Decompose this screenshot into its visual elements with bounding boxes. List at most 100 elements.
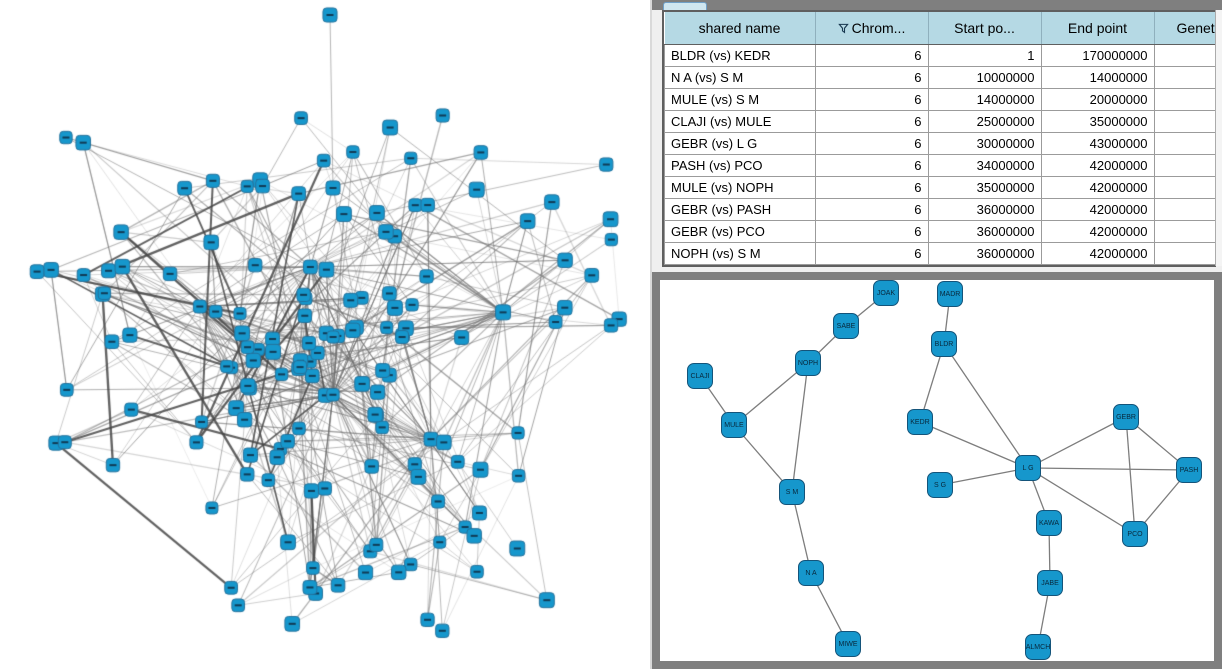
table-row[interactable]: MULE (vs) S M614000000200000007.5 [664, 88, 1222, 111]
network-node-PCO[interactable]: PCO [1122, 521, 1148, 547]
edge-table-frame: shared name Chrom... Start po... End point G… [662, 10, 1222, 267]
network-node-label: L G [1022, 464, 1034, 472]
network-node-label: KEDR [910, 418, 930, 426]
table-cell: GEBR (vs) L G [664, 132, 816, 155]
filter-funnel-icon[interactable] [837, 23, 849, 34]
network-node-SG[interactable]: S G [927, 472, 953, 498]
table-row[interactable]: N A (vs) S M610000000140000006.6 [664, 66, 1222, 89]
table-cell: GEBR (vs) PASH [664, 198, 816, 221]
network-node-label: JOAK [876, 289, 896, 297]
table-row[interactable]: GEBR (vs) PASH636000000420000008.9 [664, 198, 1222, 221]
network-node-label: PCO [1127, 530, 1143, 538]
network-node-label: GEBR [1116, 413, 1136, 421]
table-row[interactable]: PASH (vs) PCO6340000004200000011.4 [664, 154, 1222, 177]
table-cell: PASH (vs) PCO [664, 154, 816, 177]
network-node-label: ALMCH [1025, 643, 1051, 651]
network-node-KAWA[interactable]: KAWA [1036, 510, 1062, 536]
column-header-genetic-[interactable]: Genetic... [1154, 12, 1222, 45]
network-node-PASH[interactable]: PASH [1176, 457, 1202, 483]
network-node-label: PASH [1179, 466, 1199, 474]
column-header-end-point[interactable]: End point [1041, 12, 1155, 45]
network-edge-KEDR-LG[interactable] [919, 421, 1029, 469]
network-node-BLDR[interactable]: BLDR [931, 331, 957, 357]
network-edge-SM-NA[interactable] [791, 491, 812, 574]
network-node-KEDR[interactable]: KEDR [907, 409, 933, 435]
table-cell: NOPH (vs) S M [664, 242, 816, 265]
column-header-start-po-[interactable]: Start po... [928, 12, 1042, 45]
column-header-label: End point [1067, 20, 1128, 36]
network-node-SM[interactable]: S M [779, 479, 805, 505]
table-cell: 14000000 [1040, 66, 1155, 89]
network-node-label: NOPH [797, 359, 819, 367]
table-cell: 36000000 [927, 198, 1042, 221]
table-cell: 30000000 [927, 132, 1042, 155]
table-header-row: shared name Chrom... Start po... End point G… [664, 12, 1222, 45]
table-cell: BLDR (vs) KEDR [664, 44, 816, 67]
table-cell: GEBR (vs) PCO [664, 220, 816, 243]
table-cell: 42000000 [1040, 242, 1155, 265]
network-edge-BLDR-LG[interactable] [943, 343, 1029, 469]
table-scrollbar[interactable] [1215, 10, 1222, 266]
network-node-JOAK[interactable]: JOAK [873, 280, 899, 306]
right-panels: shared name Chrom... Start po... End point G… [652, 0, 1222, 669]
network-node-MIWE[interactable]: MIWE [835, 631, 861, 657]
network-node-JABE[interactable]: JABE [1037, 570, 1063, 596]
network-node-label: BLDR [934, 340, 954, 348]
table-cell: 14000000 [927, 88, 1042, 111]
table-cell: 6 [814, 176, 929, 199]
column-header-shared-name[interactable]: shared name [664, 12, 816, 45]
table-cell: 42000000 [1040, 154, 1155, 177]
table-cell: 9.9 [1153, 242, 1222, 265]
table-row[interactable]: BLDR (vs) KEDR61170000000192.0 [664, 44, 1222, 67]
network-edge-LG-GEBR[interactable] [1027, 416, 1127, 469]
table-row[interactable]: GEBR (vs) PCO636000000420000008.4 [664, 220, 1222, 243]
table-cell: 10.5 [1153, 176, 1222, 199]
network-edge-GEBR-PCO[interactable] [1125, 416, 1136, 535]
table-cell: 42000000 [1040, 198, 1155, 221]
network-node-ALMCH[interactable]: ALMCH [1025, 634, 1051, 660]
network-node-CLAJI[interactable]: CLAJI [687, 363, 713, 389]
network-node-label: N A [805, 569, 817, 577]
table-row[interactable]: NOPH (vs) S M636000000420000009.9 [664, 242, 1222, 265]
table-row[interactable]: MULE (vs) NOPH6350000004200000010.5 [664, 176, 1222, 199]
table-cell: N A (vs) S M [664, 66, 816, 89]
table-cell: 1 [927, 44, 1042, 67]
network-node-SABE[interactable]: SABE [833, 313, 859, 339]
edge-table-panel: shared name Chrom... Start po... End point G… [652, 0, 1222, 272]
network-node-MULE[interactable]: MULE [721, 412, 747, 438]
table-cell: 6.6 [1153, 66, 1222, 89]
network-node-NA[interactable]: N A [798, 560, 824, 586]
column-header-chrom-[interactable]: Chrom... [815, 12, 929, 45]
table-cell: 6 [814, 110, 929, 133]
table-tab[interactable] [663, 2, 707, 10]
network-node-NOPH[interactable]: NOPH [795, 350, 821, 376]
table-cell: CLAJI (vs) MULE [664, 110, 816, 133]
table-cell: 16.9 [1153, 132, 1222, 155]
table-row[interactable]: CLAJI (vs) MULE625000000350000005.9 [664, 110, 1222, 133]
column-header-label: Start po... [954, 20, 1015, 36]
table-cell: 6 [814, 198, 929, 221]
table-cell: 6 [814, 66, 929, 89]
small-network-view[interactable]: JOAK MADR SABE NOPH BLDR CLAJI MULE KEDR GEBR L G… [660, 280, 1214, 661]
network-node-MADR[interactable]: MADR [937, 281, 963, 307]
network-edge-SG-LG[interactable] [939, 467, 1029, 486]
column-header-label: Chrom... [851, 20, 906, 36]
table-cell: MULE (vs) S M [664, 88, 816, 111]
network-node-label: S G [933, 481, 947, 489]
network-node-GEBR[interactable]: GEBR [1113, 404, 1139, 430]
network-node-label: MULE [724, 421, 744, 429]
network-node-label: CLAJI [690, 372, 710, 380]
large-network-view[interactable] [0, 0, 652, 669]
network-edge-NOPH-SM[interactable] [791, 362, 809, 493]
column-header-label: Genetic... [1176, 20, 1222, 36]
table-cell: 34000000 [927, 154, 1042, 177]
network-node-LG[interactable]: L G [1015, 455, 1041, 481]
network-edge-LG-PCO[interactable] [1027, 467, 1136, 535]
table-cell: 6 [814, 242, 929, 265]
network-edge-LG-PASH[interactable] [1027, 467, 1190, 471]
table-cell: 8.4 [1153, 220, 1222, 243]
table-cell: 6 [814, 154, 929, 177]
table-cell: 25000000 [927, 110, 1042, 133]
table-row[interactable]: GEBR (vs) L G6300000004300000016.9 [664, 132, 1222, 155]
table-cell: 7.5 [1153, 88, 1222, 111]
